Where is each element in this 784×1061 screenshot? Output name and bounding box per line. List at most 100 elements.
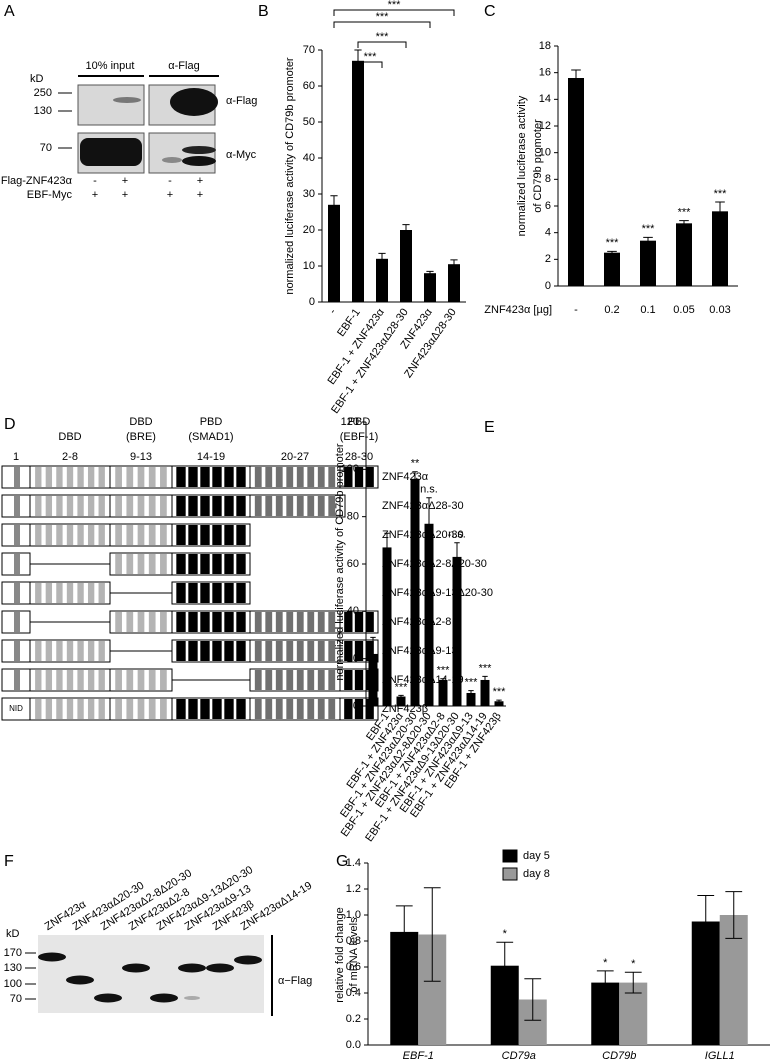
error-bar — [384, 532, 390, 563]
zinc-finger — [148, 496, 156, 516]
y-tick-label: 60 — [347, 558, 359, 570]
zinc-finger — [98, 525, 105, 545]
zinc-finger — [328, 699, 336, 719]
domain-box — [339, 494, 346, 518]
band — [234, 955, 262, 965]
zinc-finger — [160, 612, 167, 632]
mw-label: kD — [30, 73, 44, 85]
construct-name: ZNF423α — [382, 471, 429, 483]
zinc-finger — [275, 496, 283, 516]
panel-letter: B — [258, 3, 269, 20]
zinc-finger — [275, 641, 283, 661]
blot-label: α-Flag — [226, 95, 257, 107]
zinc-finger — [115, 496, 122, 516]
significance-label: *** — [395, 681, 409, 693]
error-bar — [524, 978, 542, 1021]
zinc-finger — [14, 583, 20, 603]
significance-label: * — [603, 957, 608, 969]
zinc-finger — [45, 525, 53, 545]
zinc-finger — [14, 525, 20, 545]
y-tick-label: 1.4 — [346, 857, 361, 869]
error-bar — [496, 941, 514, 990]
zinc-finger — [66, 670, 74, 690]
sign: + — [122, 175, 128, 187]
panel-letter: F — [4, 853, 14, 870]
zinc-finger — [35, 583, 42, 603]
band — [162, 157, 182, 163]
domain-label: DBD — [58, 431, 81, 443]
zinc-finger — [87, 496, 95, 516]
zinc-finger — [212, 699, 222, 719]
zinc-finger — [14, 467, 20, 487]
band — [206, 963, 234, 973]
zinc-finger — [307, 496, 315, 516]
zinc-finger — [87, 467, 95, 487]
bar — [712, 211, 728, 286]
zinc-finger — [66, 699, 74, 719]
error-bar — [725, 891, 743, 939]
zinc-finger — [137, 554, 145, 574]
zinc-finger — [212, 612, 222, 632]
y-axis-label: normalized luciferase activity of CD79b … — [334, 443, 346, 681]
zinc-finger — [77, 699, 84, 719]
zinc-finger — [35, 699, 42, 719]
zinc-finger — [160, 554, 167, 574]
zinc-finger — [200, 496, 210, 516]
zinc-finger — [224, 641, 234, 661]
legend-label: day 8 — [523, 868, 550, 880]
zinc-finger — [87, 641, 95, 661]
y-tick-label: 0 — [545, 280, 551, 292]
significance-label: *** — [388, 0, 402, 11]
zinc-finger — [296, 699, 304, 719]
y-tick-label: 6 — [545, 200, 551, 212]
panel-letter: C — [484, 3, 496, 20]
significance-bracket — [333, 21, 431, 28]
zinc-finger — [126, 467, 134, 487]
zinc-finger — [148, 612, 156, 632]
zinc-finger — [87, 583, 95, 603]
error-bar — [423, 887, 441, 982]
bar — [424, 273, 436, 302]
zinc-finger — [317, 641, 325, 661]
zinc-finger — [77, 467, 84, 487]
y-tick-label: 10 — [303, 260, 315, 272]
mw-marker: 250 — [34, 87, 52, 99]
nid-label: NID — [9, 704, 23, 713]
zinc-finger — [66, 583, 74, 603]
error-bar — [378, 252, 386, 265]
zinc-finger — [14, 612, 20, 632]
zinc-finger — [307, 699, 315, 719]
zinc-finger — [212, 641, 222, 661]
zinc-finger — [126, 496, 134, 516]
sign: + — [122, 189, 128, 201]
zinc-finger — [160, 670, 167, 690]
zinc-finger — [254, 496, 262, 516]
bar — [676, 223, 692, 286]
zinc-finger — [137, 612, 145, 632]
error-bar — [571, 69, 581, 87]
zinc-finger — [265, 496, 273, 516]
domain-box — [249, 494, 341, 518]
zinc-finger — [176, 612, 186, 632]
y-tick-label: 10 — [539, 147, 551, 159]
y-tick-label: 0.8 — [346, 935, 361, 947]
zinc-finger — [56, 641, 63, 661]
error-bar — [330, 195, 338, 215]
legend-label: day 5 — [523, 850, 550, 862]
zinc-finger — [56, 525, 63, 545]
error-bar — [679, 220, 689, 227]
sign: + — [197, 175, 203, 187]
y-tick-label: 16 — [539, 67, 551, 79]
zinc-finger — [115, 554, 122, 574]
zinc-finger — [224, 554, 234, 574]
zinc-finger — [188, 467, 198, 487]
legend-swatch — [502, 867, 518, 881]
significance-label: ** — [411, 458, 420, 470]
y-tick-label: 30 — [303, 188, 315, 200]
bar — [438, 679, 448, 706]
zinc-finger — [160, 467, 167, 487]
zinc-finger — [14, 670, 20, 690]
zinc-finger — [275, 670, 283, 690]
band — [170, 88, 218, 116]
zinc-finger — [126, 525, 134, 545]
